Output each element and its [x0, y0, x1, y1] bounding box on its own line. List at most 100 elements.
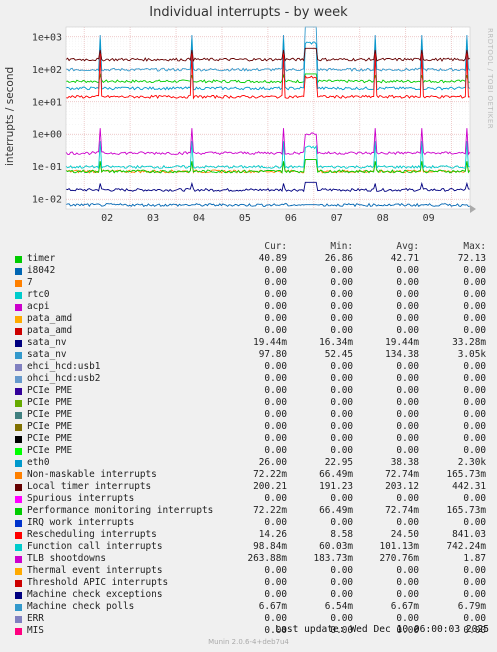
legend-min: 0.00 [330, 517, 353, 528]
legend-name: PCIe PME [27, 397, 73, 408]
legend-name: rtc0 [27, 289, 50, 300]
legend-cur: 0.00 [264, 265, 287, 276]
legend-min: 0.00 [330, 361, 353, 372]
series-line [65, 73, 471, 84]
legend-avg: 0.00 [396, 289, 419, 300]
legend-swatch [15, 544, 22, 551]
legend-min: 26.86 [324, 253, 353, 264]
legend-name: IRQ work interrupts [27, 517, 135, 528]
munin-footer: Munin 2.0.6-4+deb7u4 [208, 638, 289, 646]
legend-name: PCIe PME [27, 421, 73, 432]
legend-min: 183.73m [313, 553, 353, 564]
legend-name: Rescheduling interrupts [27, 529, 157, 540]
legend-max: 0.00 [463, 265, 486, 276]
legend-avg: 0.00 [396, 313, 419, 324]
legend-avg: 0.00 [396, 613, 419, 624]
y-tick-label: 1e+03 [32, 32, 62, 43]
legend-avg: 270.76m [379, 553, 419, 564]
header-max: Max: [463, 241, 486, 252]
y-tick-label: 1e+00 [32, 130, 62, 141]
legend-max: 165.73m [446, 469, 486, 480]
y-tick-label: 1e-02 [32, 195, 62, 206]
legend-row: Local timer interrupts 200.21 191.23 203.12… [15, 481, 490, 493]
legend-cur: 0.00 [264, 409, 287, 420]
plot-border [65, 26, 471, 210]
legend-row: 7 0.00 0.00 0.00 0.00 [15, 277, 490, 289]
legend-row: ERR 0.00 0.00 0.00 0.00 [15, 613, 490, 625]
legend-row: timer 40.89 26.86 42.71 72.13 [15, 253, 490, 265]
legend-avg: 134.38 [385, 349, 419, 360]
legend-min: 52.45 [324, 349, 353, 360]
x-tick-label: 09 [423, 213, 435, 224]
legend-max: 841.03 [452, 529, 486, 540]
legend-min: 0.00 [330, 565, 353, 576]
legend-swatch [15, 328, 22, 335]
legend-max: 0.00 [463, 277, 486, 288]
legend-swatch [15, 556, 22, 563]
legend-header: Cur: Min: Avg: Max: [15, 241, 490, 253]
legend-row: Machine check polls 6.67m 6.54m 6.67m 6.79m [15, 601, 490, 613]
legend-swatch [15, 568, 22, 575]
legend-swatch [15, 424, 22, 431]
legend-cur: 0.00 [264, 361, 287, 372]
legend-avg: 101.13m [379, 541, 419, 552]
legend-max: 0.00 [463, 397, 486, 408]
legend-name: Threshold APIC interrupts [27, 577, 169, 588]
legend-avg: 203.12 [385, 481, 419, 492]
legend-cur: 0.00 [264, 325, 287, 336]
legend-cur: 40.89 [258, 253, 287, 264]
legend-name: sata_nv [27, 337, 67, 348]
legend-max: 442.31 [452, 481, 486, 492]
legend-avg: 6.67m [390, 601, 419, 612]
legend-avg: 0.00 [396, 265, 419, 276]
legend-row: Threshold APIC interrupts 0.00 0.00 0.00 0.0… [15, 577, 490, 589]
legend-cur: 98.84m [253, 541, 287, 552]
legend-cur: 6.67m [258, 601, 287, 612]
legend-min: 0.00 [330, 301, 353, 312]
legend-min: 0.00 [330, 289, 353, 300]
legend-min: 0.00 [330, 313, 353, 324]
legend-name: Function call interrupts [27, 541, 163, 552]
axis-tick-labels: 1e-02 1e-01 1e+00 1e+01 1e+02 1e+03 02 03 04 05 06… [32, 32, 435, 224]
legend-cur: 0.00 [264, 313, 287, 324]
legend-max: 0.00 [463, 517, 486, 528]
legend-name: timer [27, 253, 56, 264]
legend-min: 0.00 [330, 589, 353, 600]
legend-min: 66.49m [319, 505, 353, 516]
legend-avg: 0.00 [396, 325, 419, 336]
legend-name: Machine check exceptions [27, 589, 163, 600]
legend-min: 0.00 [330, 493, 353, 504]
legend-row: Machine check exceptions 0.00 0.00 0.00 0.00 [15, 589, 490, 601]
legend-max: 1.87 [463, 553, 486, 564]
legend-name: Performance monitoring interrupts [27, 505, 214, 516]
legend-min: 0.00 [330, 385, 353, 396]
legend-cur: 0.00 [264, 277, 287, 288]
legend-max: 0.00 [463, 313, 486, 324]
legend-swatch [15, 400, 22, 407]
legend-min: 0.00 [330, 373, 353, 384]
legend-name: Non-maskable interrupts [27, 469, 157, 480]
legend-swatch [15, 508, 22, 515]
legend-min: 66.49m [319, 469, 353, 480]
x-tick-label: 05 [239, 213, 251, 224]
legend-cur: 0.00 [264, 493, 287, 504]
series-line [65, 26, 471, 72]
legend-swatch [15, 436, 22, 443]
legend-swatch [15, 376, 22, 383]
legend-row: PCIe PME 0.00 0.00 0.00 0.00 [15, 409, 490, 421]
legend-avg: 0.00 [396, 433, 419, 444]
legend-max: 0.00 [463, 289, 486, 300]
legend-max: 742.24m [446, 541, 486, 552]
legend-name: MIS [27, 625, 44, 636]
legend-swatch [15, 616, 22, 623]
legend-swatch [15, 496, 22, 503]
legend-max: 72.13 [457, 253, 486, 264]
legend-table: Cur: Min: Avg: Max: timer 40.89 26.86 42.71… [15, 241, 490, 637]
legend-row: TLB shootdowns 263.88m 183.73m 270.76m 1.87 [15, 553, 490, 565]
legend-swatch [15, 316, 22, 323]
legend-swatch [15, 592, 22, 599]
last-update: Last update: Wed Dec 10 06:00:03 2025 [275, 624, 489, 635]
legend-max: 165.73m [446, 505, 486, 516]
legend-row: rtc0 0.00 0.00 0.00 0.00 [15, 289, 490, 301]
legend-cur: 72.22m [253, 469, 287, 480]
